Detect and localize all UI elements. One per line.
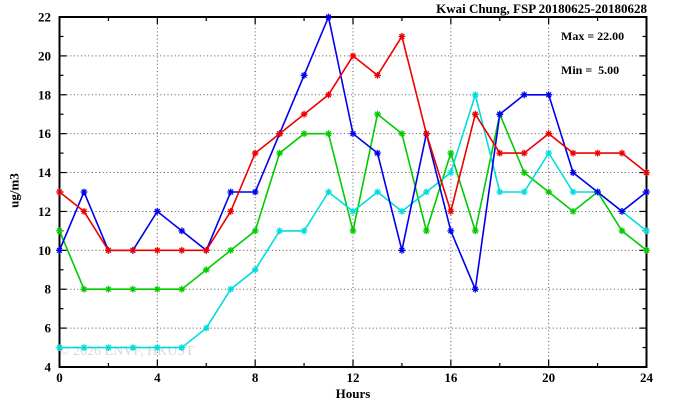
x-tick-label: 16 xyxy=(444,370,458,385)
y-tick-label: 20 xyxy=(38,48,51,63)
x-tick-label: 0 xyxy=(56,370,63,385)
y-tick-label: 18 xyxy=(38,87,52,102)
max-value-label: Max = 22.00 xyxy=(561,29,625,43)
y-axis-label: ug/m3 xyxy=(6,173,22,208)
x-tick-label: 4 xyxy=(154,370,161,385)
x-axis-label: Hours xyxy=(335,386,371,401)
max-min-annotation: Max = 22.00 Min = 5.00 xyxy=(561,28,624,79)
y-tick-label: 16 xyxy=(38,126,52,141)
y-tick-label: 12 xyxy=(38,204,51,219)
y-tick-label: 22 xyxy=(38,10,51,25)
x-tick-label: 24 xyxy=(640,370,654,385)
x-tick-label: 12 xyxy=(347,370,360,385)
plot-border xyxy=(58,16,648,368)
series-red-markers xyxy=(56,33,650,254)
y-tick-label: 8 xyxy=(45,282,52,297)
min-value-label: Min = 5.00 xyxy=(561,63,620,77)
y-tick-label: 10 xyxy=(38,243,51,258)
x-tick-label: 20 xyxy=(542,370,555,385)
y-tick-label: 14 xyxy=(38,165,52,180)
chart-title: Kwai Chung, FSP 20180625-20180628 xyxy=(436,1,647,16)
y-tick-label: 4 xyxy=(45,360,52,375)
x-tick-label: 8 xyxy=(252,370,259,385)
y-tick-label: 6 xyxy=(45,321,52,336)
